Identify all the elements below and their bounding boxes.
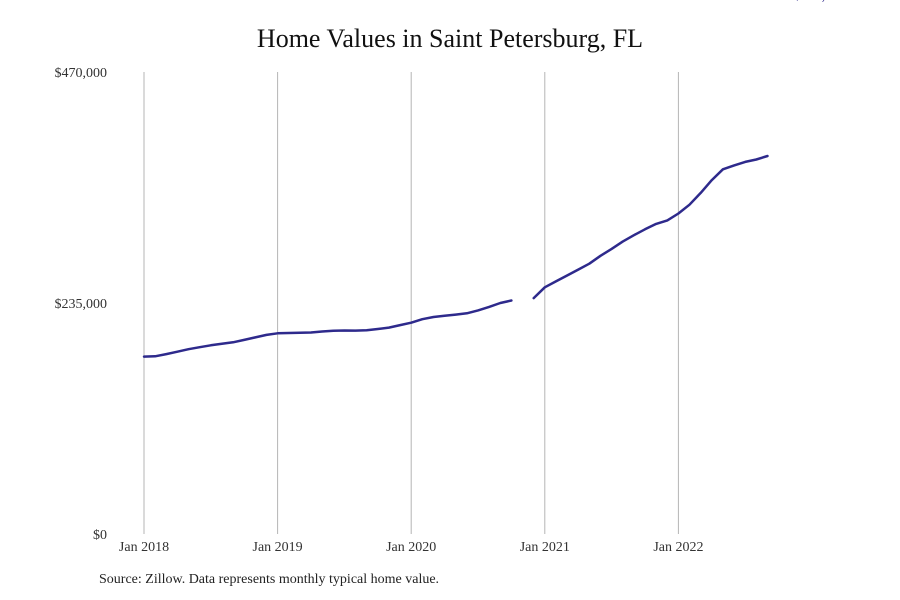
end-value-label: $375,964: [794, 0, 847, 4]
series-line-segment-0: [142, 299, 513, 358]
vertical-gridlines: [143, 72, 679, 534]
x-tick-label: Jan 2021: [520, 540, 570, 555]
end-value-label-group: $375,964: [794, 0, 847, 4]
x-tick-label: Jan 2020: [386, 540, 436, 555]
x-tick-label: Jan 2019: [253, 540, 303, 555]
y-tick-label: $470,000: [55, 66, 108, 81]
y-axis-tick-labels: $0 $235,000 $470,000: [55, 66, 108, 543]
series-line-segment-1: [532, 154, 769, 300]
y-tick-label: $235,000: [55, 297, 108, 312]
x-tick-label: Jan 2022: [653, 540, 703, 555]
home-value-series: [142, 154, 769, 358]
chart-title: Home Values in Saint Petersburg, FL: [256, 24, 644, 53]
x-axis-tick-labels: Jan 2018 Jan 2019 Jan 2020 Jan 2021 Jan 2022: [119, 540, 704, 555]
y-tick-label: $0: [93, 528, 107, 543]
x-tick-label: Jan 2018: [119, 540, 169, 555]
source-note: Source: Zillow. Data represents monthly …: [99, 572, 440, 587]
